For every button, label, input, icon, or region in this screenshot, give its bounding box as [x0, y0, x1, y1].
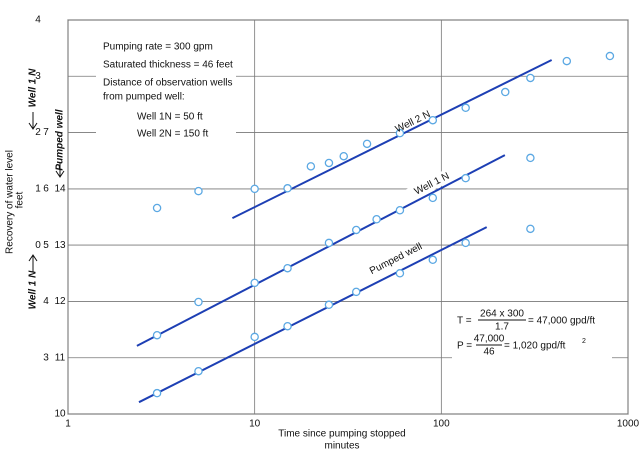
- data-point: [562, 56, 572, 66]
- data-point: [501, 87, 510, 97]
- data-point: [526, 224, 535, 234]
- x-tick-label: 1000: [617, 419, 640, 430]
- annotation: from pumped well:: [103, 92, 185, 103]
- data-point: [152, 388, 162, 398]
- data-point: [194, 186, 203, 196]
- y-tick-label: 10: [54, 409, 66, 420]
- y-tick-label: 12: [54, 296, 66, 307]
- label-bg: [405, 165, 458, 202]
- y-tick-label: 7: [43, 127, 49, 138]
- data-point: [351, 225, 361, 235]
- annotation: Well 1N = 50 ft: [137, 112, 203, 123]
- y-tick-label: 1: [35, 183, 41, 194]
- y-label: feet: [15, 191, 26, 208]
- data-point: [362, 139, 372, 149]
- data-point: [250, 278, 259, 288]
- arrow: [28, 112, 38, 130]
- note-bg: [96, 38, 236, 142]
- y-tick-label: 5: [43, 240, 49, 251]
- y-tick-label: 4: [43, 296, 49, 307]
- formula: 46: [483, 347, 495, 358]
- data-point: [194, 366, 203, 376]
- data-point: [428, 193, 438, 203]
- y-tick-label: 11: [55, 352, 66, 363]
- y-tick-label: 13: [54, 240, 66, 251]
- y-tick-label: 14: [54, 183, 66, 194]
- data-point: [339, 151, 348, 161]
- data-point: [395, 128, 405, 138]
- fit-line: [136, 154, 506, 347]
- data-point: [324, 300, 334, 310]
- formula: 264 x 300: [480, 309, 524, 320]
- y-tick-label: 4: [35, 15, 41, 26]
- y-tick-label: 2: [35, 127, 41, 138]
- data-point: [152, 330, 162, 340]
- data-point: [250, 184, 259, 194]
- y-label: Recovery of water level: [5, 150, 16, 254]
- y-tick-label: 3: [35, 71, 41, 82]
- data-point: [526, 153, 535, 163]
- data-point: [428, 115, 438, 125]
- annotation: Pumping rate = 300 gpm: [103, 42, 213, 53]
- x-tick-label: 1: [65, 419, 71, 430]
- x-tick-label: 100: [433, 419, 450, 430]
- y-tick-label: 6: [43, 183, 49, 194]
- data-point: [526, 73, 535, 83]
- annotation: Distance of observation wells: [103, 78, 233, 89]
- formula: = 1,020 gpd/ft: [504, 341, 566, 352]
- formula: P =: [457, 341, 472, 352]
- data-point: [428, 255, 438, 265]
- data-point: [152, 203, 162, 213]
- axis-label: Well 1 N: [28, 270, 39, 309]
- axis-label: Pumped well: [55, 109, 66, 170]
- formula: 2: [582, 338, 586, 345]
- data-point: [194, 297, 203, 307]
- formula: 47,000: [474, 334, 505, 345]
- data-point: [605, 51, 615, 61]
- x-tick-label: 10: [249, 419, 261, 430]
- data-point: [306, 162, 316, 171]
- x-label: Time since pumping stopped: [278, 429, 405, 440]
- axis-label: Well 1 N: [28, 68, 39, 107]
- annotation: Saturated thickness = 46 feet: [103, 60, 233, 71]
- data-point: [324, 238, 334, 248]
- data-point: [372, 215, 381, 224]
- formula-bg: [452, 310, 612, 360]
- arrow: [55, 162, 65, 178]
- y-tick-label: 0: [35, 240, 41, 251]
- fit-line: [138, 226, 488, 404]
- data-point: [395, 269, 405, 278]
- data-point: [283, 263, 292, 273]
- data-point: [283, 321, 292, 331]
- data-point: [351, 287, 361, 297]
- formula: 1.7: [495, 322, 509, 333]
- data-point: [395, 205, 405, 215]
- x-label: minutes: [324, 441, 359, 452]
- data-point: [461, 103, 470, 113]
- fit-line: [231, 59, 553, 220]
- formula: = 47,000 gpd/ft: [528, 316, 595, 327]
- formula: T =: [457, 316, 472, 327]
- annotation: Well 2N = 150 ft: [137, 129, 208, 140]
- data-point: [250, 332, 259, 342]
- arrow: [28, 254, 38, 272]
- data-point: [324, 158, 334, 168]
- data-point: [283, 184, 292, 193]
- data-point: [461, 238, 470, 248]
- y-tick-label: 3: [43, 352, 49, 363]
- data-point: [461, 173, 470, 183]
